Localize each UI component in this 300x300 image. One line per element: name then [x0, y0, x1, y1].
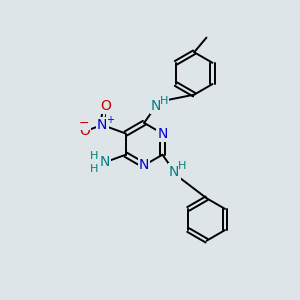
Text: −: − [79, 117, 89, 130]
Text: H: H [160, 96, 168, 106]
Text: H: H [90, 164, 98, 174]
Text: H: H [178, 161, 187, 171]
Text: N: N [139, 158, 149, 172]
Text: O: O [79, 124, 90, 139]
Text: N: N [169, 165, 179, 178]
Text: N: N [100, 155, 110, 169]
Text: +: + [106, 115, 115, 125]
Text: O: O [100, 99, 111, 113]
Text: H: H [90, 151, 98, 161]
Text: N: N [157, 127, 168, 140]
Text: N: N [97, 118, 107, 132]
Text: N: N [151, 99, 161, 113]
